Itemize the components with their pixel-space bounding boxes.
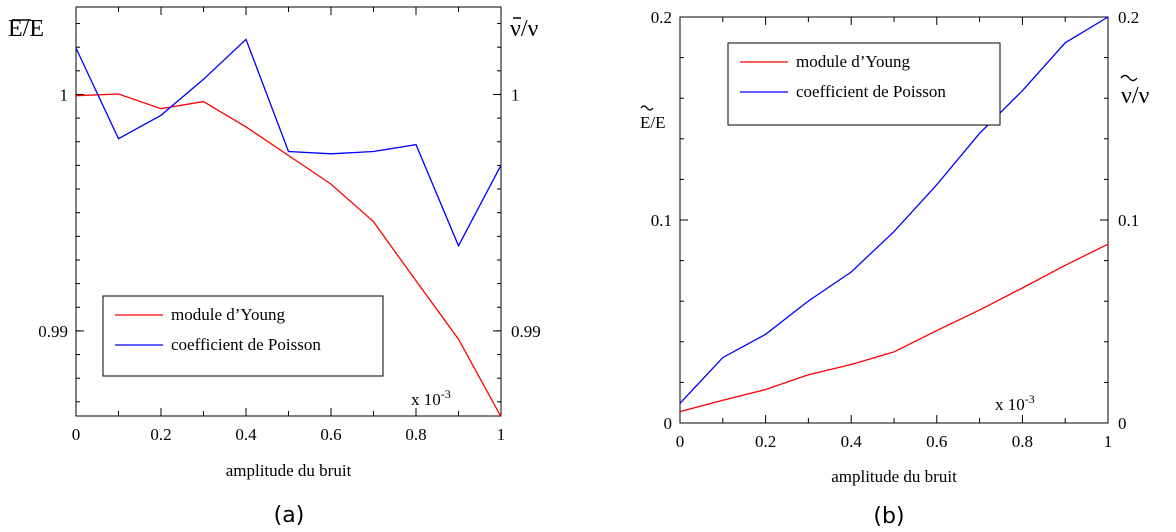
legend-entry-poisson: coefficient de Poisson [171, 335, 321, 354]
series-line-young [679, 243, 1109, 413]
axis-multiplier: x 10-3 [411, 387, 451, 409]
y-tick-label-right: 0.2 [1118, 8, 1139, 27]
chart-panel-a: 0 0.2 0.4 0.6 0.8 1 0.99 1 0.99 1 module d’Young co… [8, 6, 541, 528]
x-tick-label: 0.4 [235, 425, 257, 444]
panel-label: (a) [274, 503, 305, 528]
legend: module d’Young coefficient de Poisson [727, 42, 1001, 126]
axis-multiplier: x 10-3 [995, 392, 1035, 414]
y-tick-label-left: 0.2 [651, 8, 672, 27]
x-axis-title: amplitude du bruit [831, 467, 957, 486]
x-tick-label: 1 [1104, 432, 1113, 451]
y-tick-label-right: 0.1 [1118, 211, 1139, 230]
x-axis-title: amplitude du bruit [226, 461, 352, 480]
x-tick-label: 0.6 [320, 425, 341, 444]
legend-entry-poisson: coefficient de Poisson [796, 82, 946, 101]
tilde-nu [1120, 74, 1138, 82]
y-tick-label-right: 0 [1118, 414, 1127, 433]
y-tick-label-right: 0.99 [511, 322, 541, 341]
legend-entry-young: module d’Young [171, 305, 285, 324]
x-tick-label: 0.2 [150, 425, 171, 444]
axis-multiplier-base: x 10 [995, 395, 1025, 414]
y-axis-title-left: E/E [640, 113, 666, 132]
axis-multiplier-base: x 10 [411, 390, 441, 409]
series-line-poisson [679, 16, 1109, 404]
x-tick-label: 0.6 [926, 432, 947, 451]
axis-multiplier-exponent: -3 [1025, 392, 1035, 406]
y-tick-label-left: 1 [60, 85, 69, 104]
x-tick-label: 0.8 [405, 425, 426, 444]
x-tick-label: 1 [497, 425, 506, 444]
x-tick-label: 0.2 [755, 432, 776, 451]
y-tick-label-right: 1 [511, 85, 520, 104]
x-tick-label: 0.4 [841, 432, 863, 451]
panel-label: (b) [873, 504, 904, 529]
legend: module d’Young coefficient de Poisson [102, 295, 384, 377]
axis-multiplier-exponent: -3 [441, 387, 451, 401]
legend-box [727, 42, 1001, 126]
x-tick-label: 0 [676, 432, 685, 451]
y-axis-title-right: ν/ν [510, 16, 539, 42]
x-tick-label: 0.8 [1012, 432, 1033, 451]
x-tick-label: 0 [72, 425, 81, 444]
tilde-e [640, 105, 654, 111]
legend-box [102, 295, 384, 377]
y-tick-label-left: 0.99 [38, 322, 68, 341]
y-tick-label-left: 0 [664, 414, 673, 433]
y-tick-label-left: 0.1 [651, 211, 672, 230]
legend-entry-young: module d’Young [796, 52, 910, 71]
series-line-poisson [75, 38, 502, 248]
y-axis-title-right: ν/ν [1121, 83, 1150, 109]
series-line-young [75, 93, 502, 418]
